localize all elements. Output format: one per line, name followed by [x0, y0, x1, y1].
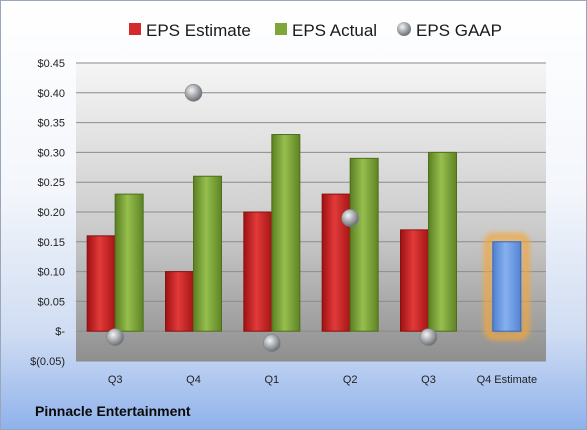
legend-swatch-eps-estimate — [129, 23, 141, 35]
y-tick-label: $- — [55, 326, 65, 338]
gaap-marker — [184, 84, 203, 102]
y-tick-label: $0.40 — [37, 88, 65, 100]
x-tick-label: Q3 — [108, 374, 123, 386]
estimate-bar — [400, 229, 429, 332]
legend-label-eps-gaap: EPS GAAP — [416, 21, 502, 40]
y-tick-label: $0.15 — [37, 237, 65, 249]
x-tick-label: Q4 Estimate — [477, 374, 538, 386]
forecast-bar — [492, 241, 522, 332]
y-tick-label: $0.20 — [37, 207, 65, 219]
actual-bar — [114, 193, 144, 332]
gaap-markers — [106, 84, 438, 352]
forecast-bar-glow — [484, 233, 530, 340]
bars — [86, 134, 530, 340]
y-tick-label: $0.05 — [37, 296, 65, 308]
legend-swatch-eps-gaap — [397, 22, 411, 36]
legend-swatch-eps-actual — [275, 23, 287, 35]
x-tick-label: Q1 — [264, 374, 279, 386]
actual-bar — [193, 175, 222, 332]
gaap-marker — [263, 334, 281, 352]
y-tick-label: $(0.05) — [30, 356, 65, 368]
x-axis-ticks: Q3 Q4 Q1 Q2 Q3 Q4 Estimate — [108, 374, 537, 386]
legend-label-eps-actual: EPS Actual — [292, 21, 377, 40]
y-tick-label: $0.30 — [37, 147, 65, 159]
y-tick-label: $0.25 — [37, 177, 65, 189]
y-axis-ticks: $0.45 $0.40 $0.35 $0.30 $0.25 $0.20 $0.15 $0.10… — [30, 58, 65, 368]
gaap-marker — [419, 328, 438, 346]
y-tick-label: $0.10 — [37, 267, 65, 279]
actual-bar — [349, 157, 379, 332]
x-tick-label: Q2 — [343, 374, 358, 386]
x-tick-label: Q3 — [421, 374, 436, 386]
gaap-marker — [106, 328, 124, 346]
estimate-bar — [243, 211, 273, 332]
gridlines — [76, 62, 546, 362]
legend: EPS Estimate EPS Actual EPS GAAP — [129, 21, 502, 40]
actual-bar — [271, 134, 301, 332]
y-tick-label: $0.35 — [37, 118, 65, 130]
y-tick-label: $0.45 — [37, 58, 65, 70]
estimate-bar — [86, 235, 116, 332]
legend-label-eps-estimate: EPS Estimate — [146, 21, 251, 40]
x-tick-label: Q4 — [186, 374, 201, 386]
estimate-bar — [165, 271, 194, 332]
actual-bar — [428, 151, 457, 332]
gaap-marker — [341, 209, 359, 227]
company-name: Pinnacle Entertainment — [35, 403, 191, 419]
